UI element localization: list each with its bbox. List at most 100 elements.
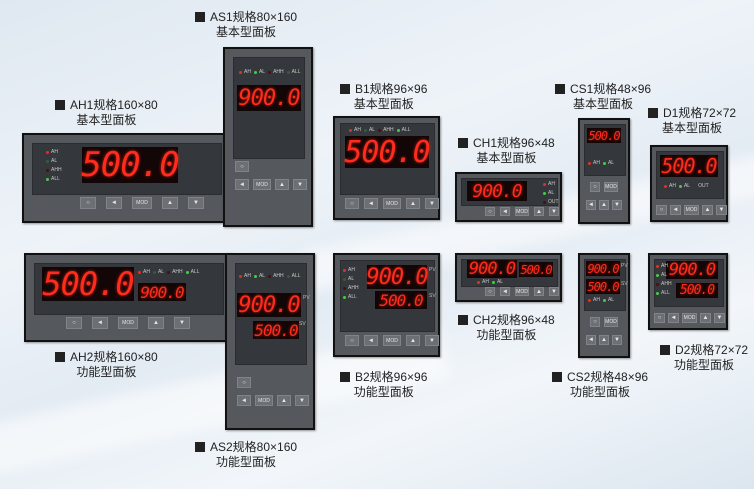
led-label: AL [51,158,58,164]
up-button[interactable]: ▲ [406,335,420,346]
down-button[interactable]: ▼ [425,335,439,346]
led-dot-icon [46,159,49,163]
led-label: AH [548,181,555,187]
down-button[interactable]: ▼ [714,313,725,323]
product-type: 功能型面板 [476,328,537,342]
power-button[interactable]: ○ [590,182,600,192]
shift-left-button[interactable]: ◄ [500,287,510,296]
up-button[interactable]: ▲ [534,287,544,296]
shift-left-button[interactable]: ◄ [364,198,378,209]
mod-button[interactable]: MOD [682,313,697,323]
down-button[interactable]: ▼ [425,198,439,209]
led-dot-icon [343,277,346,281]
led-label: AH [482,279,489,285]
bullet-square-icon [552,372,562,382]
up-button[interactable]: ▲ [599,335,609,345]
up-button[interactable]: ▲ [277,395,291,406]
down-button[interactable]: ▼ [549,207,559,216]
power-button[interactable]: ○ [590,317,600,327]
mod-button[interactable]: MOD [383,335,401,346]
power-button[interactable]: ○ [656,205,667,215]
down-button[interactable]: ▼ [612,335,622,345]
up-button[interactable]: ▲ [148,317,164,329]
power-button[interactable]: ○ [485,207,495,216]
led-label: AL [258,69,266,75]
up-button[interactable]: ▲ [534,207,544,216]
shift-left-button[interactable]: ◄ [668,313,679,323]
led-dot-icon [343,286,346,290]
shift-left-button[interactable]: ◄ [235,179,249,190]
product-model: CS2规格48×96 [567,370,649,384]
meter-cs2: 900.0 500.0 AH AL PV SV ○ MOD ◄ ▲ ▼ [578,253,630,358]
mod-button[interactable]: MOD [255,395,273,406]
led-dot-icon [343,268,346,272]
shift-left-button[interactable]: ◄ [237,395,251,406]
shift-left-button[interactable]: ◄ [586,200,596,210]
led-dot-icon [46,168,49,172]
led-dot-icon [491,280,495,284]
product-model: AS2规格80×160 [210,440,298,454]
down-button[interactable]: ▼ [295,395,309,406]
led-dot-icon [602,161,606,165]
mod-button[interactable]: MOD [604,182,618,192]
power-button[interactable]: ○ [235,161,249,172]
mod-button[interactable]: MOD [515,207,529,216]
indicator-leds: AH AL [588,297,614,303]
down-button[interactable]: ▼ [716,205,727,215]
led-al: AL [363,127,375,133]
down-button[interactable]: ▼ [188,197,204,209]
down-button[interactable]: ▼ [612,200,622,210]
mod-button[interactable]: MOD [515,287,529,296]
led-label: AHH [51,167,62,173]
meter-ch1: 900.0 AH AL OUT ○ ◄ MOD ▲ ▼ [455,172,562,222]
meter-as1: 900.0 AH AL AHH ALL ○ ◄ MOD ▲ ▼ [223,47,313,227]
product-type: 功能型面板 [570,385,631,399]
shift-left-button[interactable]: ◄ [670,205,681,215]
indicator-leds: AH AL [477,279,503,285]
pv-display: 900.0 [237,292,301,318]
power-button[interactable]: ○ [345,335,359,346]
up-button[interactable]: ▲ [599,200,609,210]
bullet-square-icon [195,442,205,452]
up-button[interactable]: ▲ [275,179,289,190]
indicator-leds: AH AL AHH ALL [138,269,200,275]
power-button[interactable]: ○ [80,197,96,209]
mod-button[interactable]: MOD [118,317,138,329]
product-label-b1: B1规格96×96 基本型面板 [340,82,427,112]
power-button[interactable]: ○ [485,287,495,296]
led-dot-icon [185,270,189,274]
up-button[interactable]: ▲ [162,197,178,209]
up-button[interactable]: ▲ [702,205,713,215]
down-button[interactable]: ▼ [174,317,190,329]
mod-button[interactable]: MOD [383,198,401,209]
led-label: AH [244,69,251,75]
down-button[interactable]: ▼ [549,287,559,296]
bullet-square-icon [55,352,65,362]
shift-left-button[interactable]: ◄ [364,335,378,346]
led-all: ALL [46,176,62,182]
led-dot-icon [268,70,272,74]
down-button[interactable]: ▼ [293,179,307,190]
shift-left-button[interactable]: ◄ [500,207,510,216]
shift-left-button[interactable]: ◄ [92,317,108,329]
shift-left-button[interactable]: ◄ [586,335,596,345]
power-button[interactable]: ○ [66,317,82,329]
mod-button[interactable]: MOD [132,197,152,209]
led-label: ALL [348,294,357,300]
mod-button[interactable]: MOD [253,179,271,190]
up-button[interactable]: ▲ [406,198,420,209]
led-ah: AH [239,69,251,75]
bullet-square-icon [458,138,468,148]
power-button[interactable]: ○ [237,377,251,388]
power-button[interactable]: ○ [654,313,665,323]
pv-display: 900.0 [366,264,428,290]
up-button[interactable]: ▲ [700,313,711,323]
led-al: AL [602,160,614,166]
led-dot-icon [543,191,546,195]
power-button[interactable]: ○ [345,198,359,209]
shift-left-button[interactable]: ◄ [106,197,122,209]
product-type: 功能型面板 [76,365,137,379]
led-ah: AH [664,183,676,189]
mod-button[interactable]: MOD [684,205,699,215]
mod-button[interactable]: MOD [604,317,618,327]
